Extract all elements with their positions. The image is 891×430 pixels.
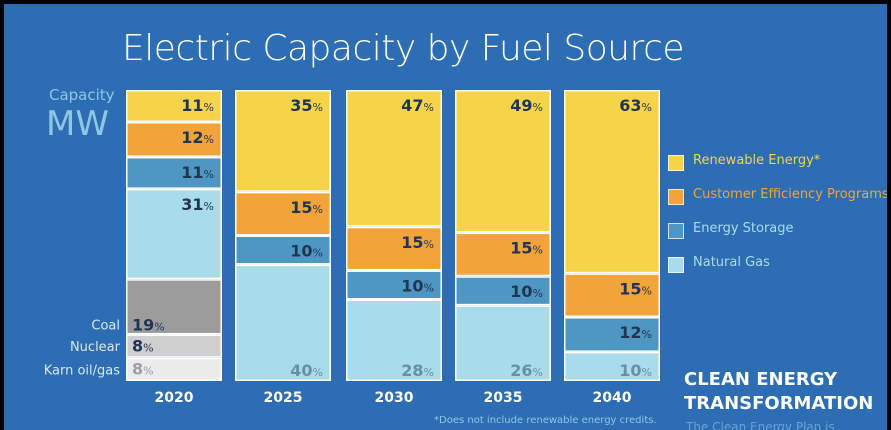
headline-line-2: TRANSFORMATION — [684, 392, 873, 416]
series-label-karn-oil-gas: Karn oil/gas — [44, 363, 121, 378]
y-axis-unit: MW — [46, 104, 109, 144]
bar-2025-natural-gas — [236, 265, 331, 380]
legend-swatch-storage — [668, 223, 684, 239]
headline: CLEAN ENERGY TRANSFORMATION — [684, 368, 873, 416]
legend-swatch-efficiency — [668, 189, 684, 205]
chart-panel: 8% Karn oil/gas 8% Nuclear 19% Coal 31% 11% 12% 1… — [4, 4, 887, 430]
cut-off-subtext: The Clean Energy Plan is — [686, 420, 835, 430]
legend-label-storage: Energy Storage — [693, 221, 794, 236]
y-axis-label: Capacity — [49, 86, 115, 104]
legend-label-renewable: Renewable Energy* — [693, 153, 820, 168]
footnote: *Does not include renewable energy credi… — [434, 415, 657, 426]
bar-2040-renewable-energy — [565, 91, 660, 273]
x-tick-label-2025: 2025 — [264, 390, 303, 406]
series-label-coal: Coal — [91, 318, 120, 333]
legend-swatch-renewable — [668, 155, 684, 171]
legend-swatch-natural-gas — [668, 257, 684, 273]
headline-line-1: CLEAN ENERGY — [684, 368, 873, 392]
chart-title: Electric Capacity by Fuel Source — [122, 28, 684, 69]
x-tick-label-2040: 2040 — [593, 390, 632, 406]
series-label-nuclear: Nuclear — [70, 340, 121, 355]
legend-label-natural-gas: Natural Gas — [693, 255, 770, 270]
x-tick-label-2030: 2030 — [375, 390, 414, 406]
x-tick-label-2035: 2035 — [484, 390, 523, 406]
legend-label-efficiency: Customer Efficiency Programs — [693, 187, 887, 202]
x-tick-label-2020: 2020 — [155, 390, 194, 406]
